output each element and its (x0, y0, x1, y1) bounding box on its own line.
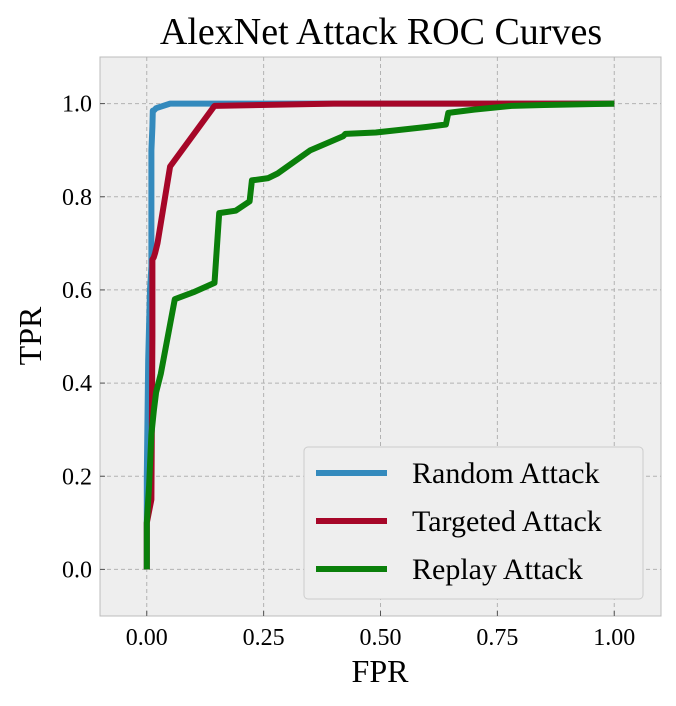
x-tick-label: 0.50 (360, 625, 402, 651)
y-tick-label: 1.0 (62, 92, 92, 118)
legend-label-replay-attack: Replay Attack (412, 553, 583, 586)
y-tick-label: 0.4 (62, 371, 92, 397)
legend-label-random-attack: Random Attack (412, 457, 599, 490)
x-tick-label: 0.25 (243, 625, 285, 651)
series-lines (143, 100, 615, 570)
y-ticks: 0.0 0.2 0.4 0.6 0.8 1.0 (62, 92, 105, 583)
series-line-replay-attack (143, 100, 615, 570)
y-tick-label: 0.6 (62, 278, 92, 304)
y-tick-label: 0.2 (62, 464, 92, 490)
x-ticks: 0.00 0.25 0.50 0.75 1.00 (126, 611, 635, 651)
legend-box (303, 446, 644, 600)
x-axis-label: FPR (352, 653, 410, 689)
y-tick-label: 0.0 (62, 557, 92, 583)
x-tick-label: 0.75 (476, 625, 518, 651)
y-axis-label: TPR (12, 306, 48, 365)
x-tick-label: 1.00 (593, 625, 635, 651)
series-line-random-attack (143, 100, 615, 570)
x-tick-label: 0.00 (126, 625, 168, 651)
legend-label-targeted-attack: Targeted Attack (412, 505, 602, 538)
y-tick-label: 0.8 (62, 185, 92, 211)
legend: Random Attack Targeted Attack Replay Attac… (303, 446, 644, 600)
chart-title: AlexNet Attack ROC Curves (160, 11, 602, 53)
